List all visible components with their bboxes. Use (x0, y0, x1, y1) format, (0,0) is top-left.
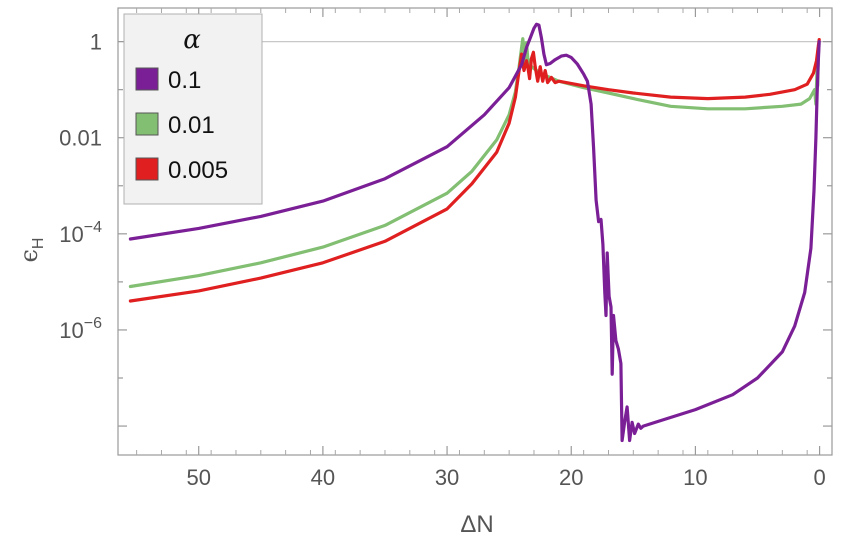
legend-swatch (135, 157, 159, 181)
x-tick-label: 30 (435, 465, 459, 490)
x-tick-label: 20 (559, 465, 583, 490)
y-axis-title: ϵH (15, 237, 47, 262)
x-tick-label: 50 (186, 465, 210, 490)
y-tick-label: 1 (90, 30, 102, 55)
x-tick-label: 0 (813, 465, 825, 490)
x-axis-title: ΔN (460, 511, 493, 538)
legend-label: 0.1 (168, 67, 201, 94)
plot-border (117, 7, 833, 456)
series-layer (128, 22, 821, 443)
x-tick-label: 40 (311, 465, 335, 490)
tick-layer (118, 8, 832, 455)
legend: α 0.1 0.01 0.005 (123, 13, 263, 205)
legend-title: α (183, 25, 201, 55)
legend-swatch (135, 112, 159, 136)
series-line-0.005 (128, 38, 821, 303)
x-tick-label: 10 (683, 465, 707, 490)
y-tick-label: 10−4 (59, 219, 102, 247)
legend-label: 0.005 (168, 157, 228, 184)
legend-swatch (135, 67, 159, 91)
legend-label: 0.01 (168, 112, 215, 139)
label-layer: 50 40 30 20 10 0 1 0.01 10−4 10−6 ΔN ϵH (15, 30, 826, 538)
series-line-0.1 (128, 22, 821, 443)
y-tick-label: 10−6 (59, 315, 102, 343)
y-tick-label: 0.01 (59, 126, 102, 151)
plot-frame (117, 7, 833, 456)
